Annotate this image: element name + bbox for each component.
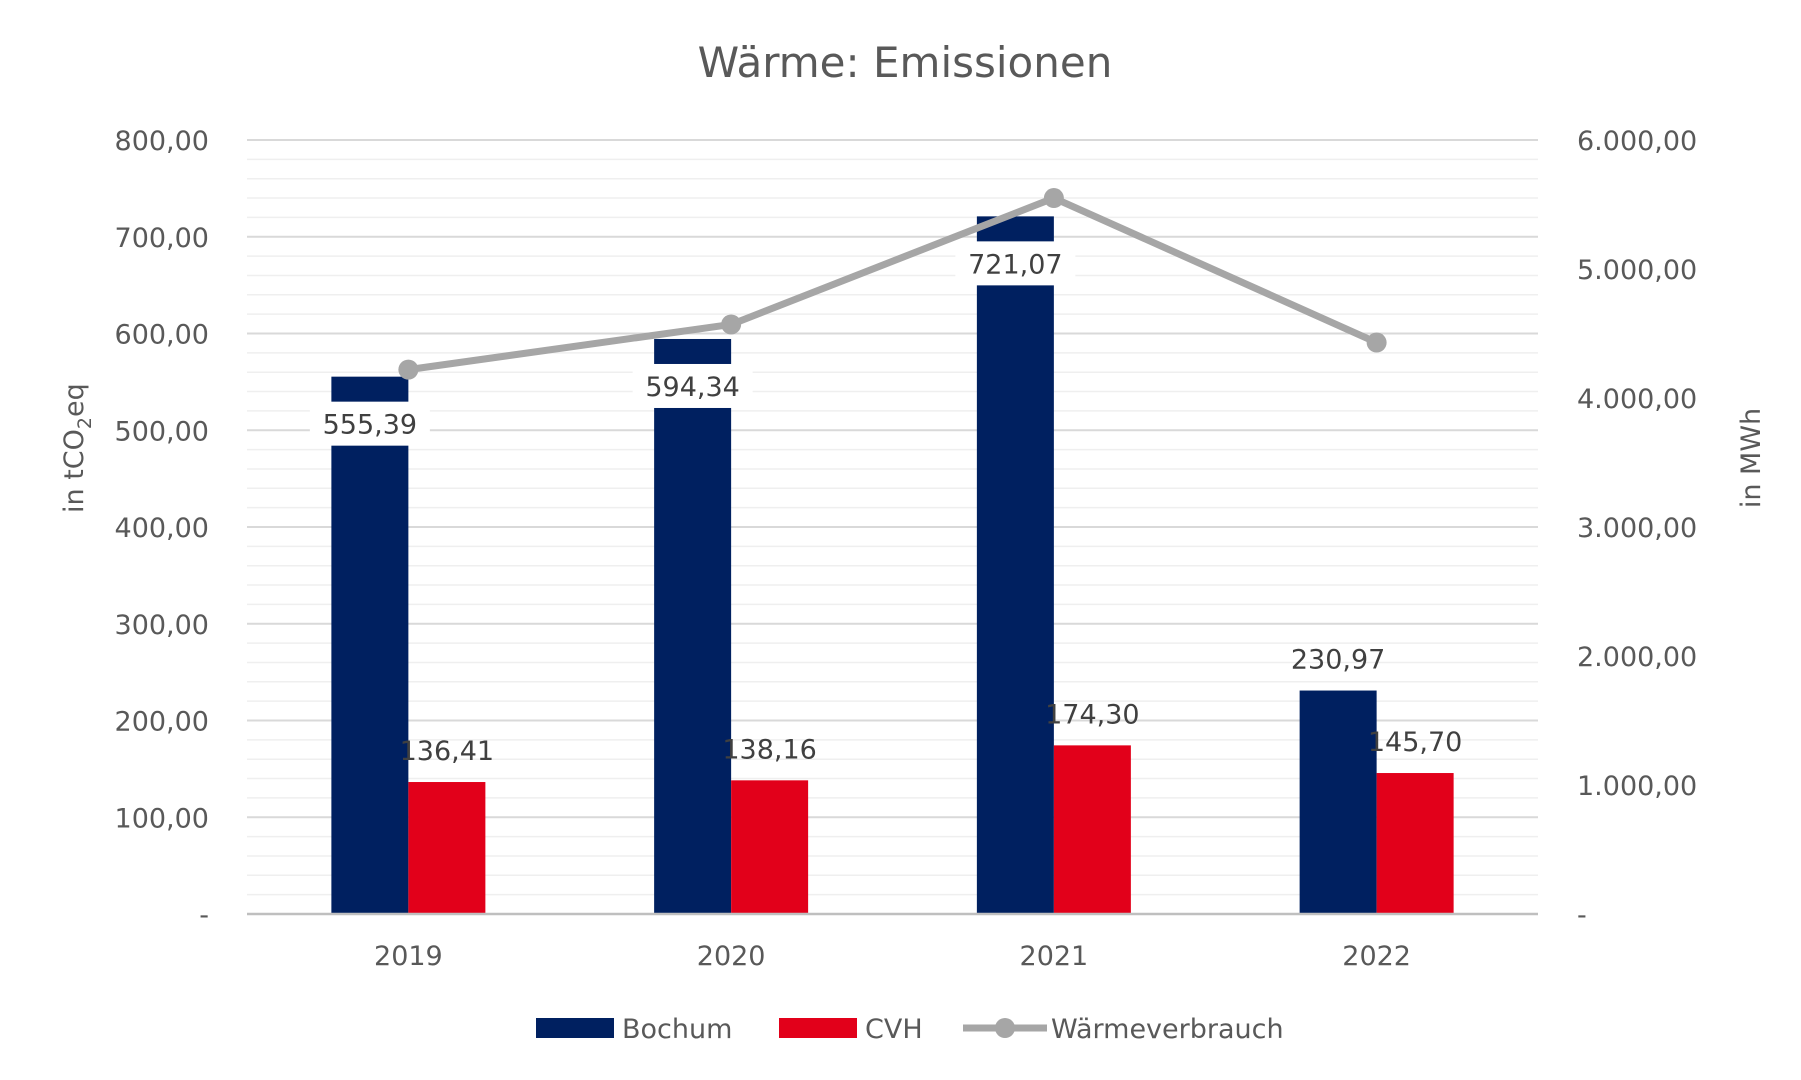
data-label: 174,30 bbox=[1045, 699, 1139, 730]
bar-bochum-2020 bbox=[654, 338, 732, 914]
point-waermeverbrauch-2021 bbox=[1043, 188, 1064, 209]
point-waermeverbrauch-2022 bbox=[1366, 332, 1387, 353]
data-label: 136,41 bbox=[400, 736, 494, 767]
left-tick-label: 100,00 bbox=[115, 803, 209, 834]
right-tick-label: 4.000,00 bbox=[1577, 384, 1697, 415]
chart-title: Wärme: Emissionen bbox=[698, 38, 1113, 87]
bar-bochum-2021 bbox=[976, 216, 1054, 915]
x-tick-label: 2021 bbox=[1020, 941, 1089, 972]
point-waermeverbrauch-2020 bbox=[721, 314, 742, 335]
data-label-box bbox=[309, 401, 430, 446]
legend-swatch-bochum bbox=[536, 1018, 614, 1038]
line-series bbox=[398, 188, 1387, 380]
left-tick-label: 300,00 bbox=[115, 610, 209, 641]
data-labels: 555,39 594,34 721,07 230,97 136,41 138,16 174,… bbox=[309, 241, 1462, 767]
point-waermeverbrauch-2019 bbox=[398, 359, 419, 380]
x-tick-label: 2019 bbox=[374, 941, 443, 972]
bars bbox=[331, 216, 1454, 915]
right-tick-label: 1.000,00 bbox=[1577, 771, 1697, 802]
left-tick-label: 500,00 bbox=[115, 416, 209, 447]
data-label-box bbox=[632, 363, 753, 408]
legend-label: Wärmeverbrauch bbox=[1051, 1014, 1284, 1045]
bar-bochum-2022 bbox=[1299, 690, 1377, 914]
left-tick-label: 400,00 bbox=[115, 513, 209, 544]
right-tick-label: 2.000,00 bbox=[1577, 642, 1697, 673]
legend-label: Bochum bbox=[622, 1014, 732, 1045]
right-tick-label: 5.000,00 bbox=[1577, 255, 1697, 286]
left-axis-label: in tCO2eq bbox=[59, 383, 96, 513]
data-label: 594,34 bbox=[645, 372, 739, 403]
left-tick-label: 200,00 bbox=[115, 707, 209, 738]
right-axis-ticks: - 1.000,00 2.000,00 3.000,00 4.000,00 5.000,0… bbox=[1577, 126, 1697, 931]
data-label: 230,97 bbox=[1291, 645, 1385, 676]
x-axis-ticks: 2019 2020 2021 2022 bbox=[374, 941, 1411, 972]
bar-bochum-2019 bbox=[331, 376, 409, 915]
data-label-box bbox=[955, 241, 1076, 286]
bar-cvh-2021 bbox=[1053, 745, 1131, 914]
line-waermeverbrauch bbox=[407, 194, 1379, 374]
left-axis-ticks: - 100,00 200,00 300,00 400,00 500,00 600,00 700… bbox=[115, 126, 209, 931]
left-tick-label: 700,00 bbox=[115, 223, 209, 254]
right-tick-label: 3.000,00 bbox=[1577, 513, 1697, 544]
left-tick-label: 600,00 bbox=[115, 320, 209, 351]
legend-swatch-marker bbox=[995, 1018, 1015, 1038]
bar-cvh-2022 bbox=[1376, 773, 1454, 914]
right-tick-label: 6.000,00 bbox=[1577, 126, 1697, 157]
bar-cvh-2019 bbox=[408, 782, 486, 914]
data-label: 721,07 bbox=[968, 249, 1062, 280]
data-label: 555,39 bbox=[323, 410, 417, 441]
left-tick-label: - bbox=[199, 900, 209, 931]
x-tick-label: 2020 bbox=[697, 941, 766, 972]
legend-swatch-cvh bbox=[779, 1018, 857, 1038]
bar-cvh-2020 bbox=[731, 780, 809, 914]
x-tick-label: 2022 bbox=[1342, 941, 1411, 972]
right-tick-label: - bbox=[1577, 900, 1587, 931]
legend: Bochum CVH Wärmeverbrauch bbox=[536, 1014, 1284, 1045]
data-label: 145,70 bbox=[1368, 727, 1462, 758]
right-axis-label: in MWh bbox=[1736, 408, 1767, 508]
left-tick-label: 800,00 bbox=[115, 126, 209, 157]
legend-label: CVH bbox=[865, 1014, 923, 1045]
data-label: 138,16 bbox=[722, 734, 816, 765]
